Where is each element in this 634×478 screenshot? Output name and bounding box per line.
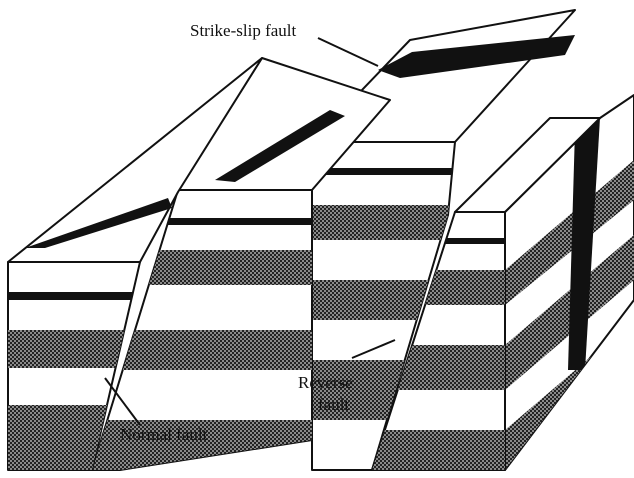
strike-slip-label: Strike-slip fault (190, 21, 297, 40)
page: Strike-slip fault Reverse fault Normal f… (0, 0, 634, 478)
fault-diagram: Strike-slip fault Reverse fault Normal f… (0, 0, 634, 478)
normal-label: Normal fault (120, 425, 208, 444)
reverse-label: Reverse (298, 373, 353, 392)
pointer (318, 38, 378, 66)
reverse-label: fault (318, 395, 349, 414)
